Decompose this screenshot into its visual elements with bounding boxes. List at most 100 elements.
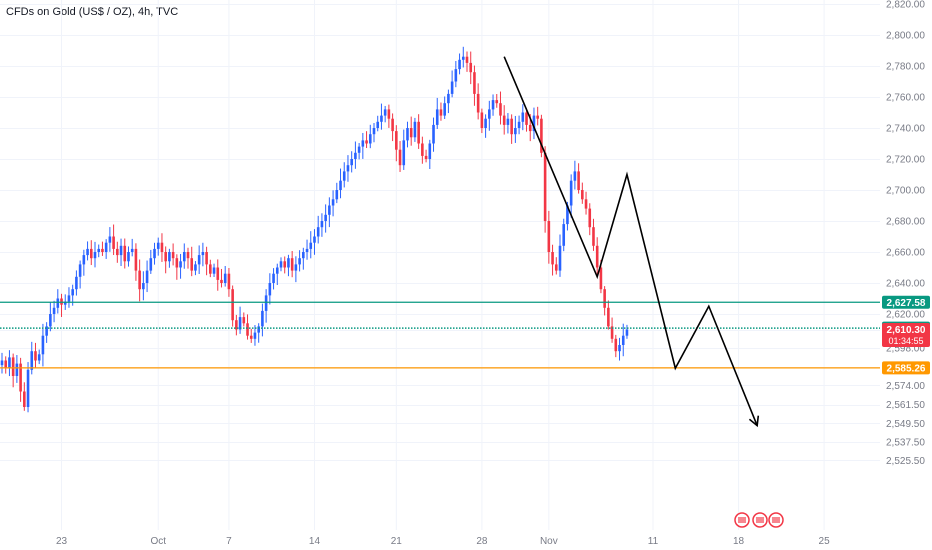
candle-body <box>264 295 268 311</box>
candle-body <box>305 248 309 252</box>
y-tick-label: 2,640.00 <box>886 279 925 290</box>
candle-body <box>56 298 60 308</box>
candle-body <box>495 100 499 104</box>
candle-body <box>30 351 34 370</box>
candle-body <box>302 252 305 259</box>
price-label-box <box>882 361 930 375</box>
candle-body <box>179 261 182 268</box>
candle-body <box>268 283 272 296</box>
x-tick-label: 21 <box>391 536 403 547</box>
price-label-box <box>882 323 930 348</box>
countdown-label: 01:34:55 <box>888 336 923 346</box>
candle-body <box>142 283 145 290</box>
y-tick-label: 2,740.00 <box>886 124 925 135</box>
candle-body <box>171 252 175 259</box>
candle-body <box>447 93 450 104</box>
candle-body <box>201 252 205 256</box>
candle-body <box>599 267 603 290</box>
candle-body <box>190 258 194 271</box>
candle-body <box>23 391 26 407</box>
candle-body <box>413 121 417 138</box>
candle-body <box>514 128 517 135</box>
candle-body <box>287 258 290 268</box>
candle-body <box>391 118 394 132</box>
candle-body <box>275 267 279 274</box>
candle-body <box>78 264 82 277</box>
us-flag-event-icon <box>772 517 780 523</box>
candle-body <box>339 180 342 190</box>
candle-body <box>454 69 458 82</box>
candle-body <box>41 335 45 355</box>
candle-body <box>220 279 223 283</box>
candle-body <box>424 155 428 159</box>
candle-body <box>439 109 443 116</box>
candle-body <box>160 242 164 252</box>
candle-body <box>432 124 435 144</box>
candle-body <box>216 267 220 280</box>
candle-body <box>37 354 41 361</box>
candle-body <box>458 59 461 70</box>
candle-body <box>119 245 123 256</box>
candle-body <box>283 261 287 268</box>
candle-body <box>428 143 432 159</box>
candle-body <box>209 264 212 274</box>
y-tick-label: 2,720.00 <box>886 155 925 166</box>
candle-body <box>272 273 275 283</box>
candle-body <box>603 289 606 308</box>
candle-body <box>279 261 283 268</box>
candle-body <box>621 335 625 345</box>
candle-body <box>89 248 93 259</box>
candle-body <box>335 190 339 200</box>
candle-body <box>205 252 208 265</box>
candle-body <box>383 109 387 116</box>
candle-body <box>316 227 320 237</box>
x-tick-label: 11 <box>648 536 659 547</box>
candle-body <box>443 103 446 116</box>
candle-body <box>354 152 357 159</box>
price-label: 2,610.30 <box>887 325 926 336</box>
candle-body <box>484 118 487 128</box>
candle-body <box>156 242 160 249</box>
candle-body <box>499 103 502 116</box>
candle-body <box>525 112 528 125</box>
candle-body <box>249 335 253 339</box>
candle-body <box>480 112 484 128</box>
candle-body <box>294 264 298 271</box>
y-tick-label: 2,598.00 <box>886 344 925 355</box>
candle-body <box>175 258 179 268</box>
candle-body <box>421 143 424 156</box>
candle-body <box>86 248 89 256</box>
candle-body <box>473 72 476 94</box>
candle-body <box>242 317 246 324</box>
y-tick-label: 2,800.00 <box>886 31 925 42</box>
candle-body <box>75 276 78 290</box>
y-tick-label: 2,760.00 <box>886 93 925 104</box>
candle-body <box>573 171 577 181</box>
candle-body <box>406 128 409 141</box>
candle-body <box>569 180 573 206</box>
candle-body <box>372 128 376 135</box>
y-tick-label: 2,660.00 <box>886 248 925 259</box>
candle-body <box>368 134 372 144</box>
y-tick-label: 2,525.50 <box>886 456 925 467</box>
candle-body <box>547 221 551 252</box>
candle-body <box>540 118 543 153</box>
candle-body <box>610 326 614 339</box>
x-tick-label: Nov <box>540 536 558 547</box>
candle-body <box>257 326 260 333</box>
candle-body <box>558 245 562 271</box>
y-tick-label: 2,780.00 <box>886 62 925 73</box>
candle-body <box>402 140 406 166</box>
candle-body <box>82 255 86 265</box>
candle-body <box>331 199 335 206</box>
y-tick-label: 2,537.50 <box>886 437 925 448</box>
candle-body <box>417 121 420 144</box>
candle-body <box>469 62 473 73</box>
candle-body <box>320 221 324 228</box>
drawn-projection-path <box>503 56 758 426</box>
y-tick-label: 2,700.00 <box>886 186 925 197</box>
candle-body <box>387 109 391 119</box>
candle-body <box>149 258 153 271</box>
price-label-box <box>882 295 930 309</box>
